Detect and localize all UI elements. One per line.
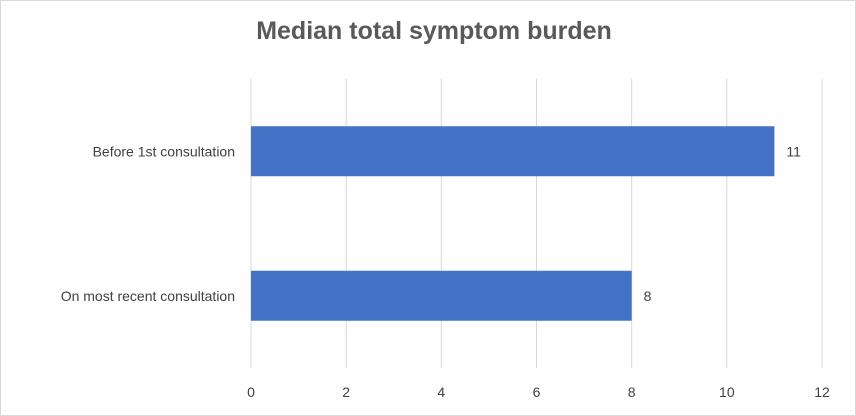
x-tick-label: 4 (437, 384, 445, 400)
chart-title: Median total symptom burden (256, 17, 612, 45)
category-label: Before 1st consultation (93, 143, 235, 159)
bar (251, 126, 775, 177)
data-label: 11 (786, 143, 801, 159)
bars (251, 126, 775, 321)
bar (251, 270, 632, 321)
category-label: On most recent consultation (61, 288, 235, 304)
labels: 0 2 4 6 8 10 12 Before 1st consultation 11 On mos… (61, 143, 830, 400)
gridlines (250, 79, 823, 368)
x-tick-label: 0 (247, 384, 255, 400)
data-label: 8 (644, 288, 652, 304)
x-tick-label: 2 (342, 384, 350, 400)
x-tick-label: 10 (719, 384, 735, 400)
x-tick-label: 8 (628, 384, 636, 400)
x-tick-label: 6 (533, 384, 541, 400)
x-tick-label: 12 (814, 384, 830, 400)
